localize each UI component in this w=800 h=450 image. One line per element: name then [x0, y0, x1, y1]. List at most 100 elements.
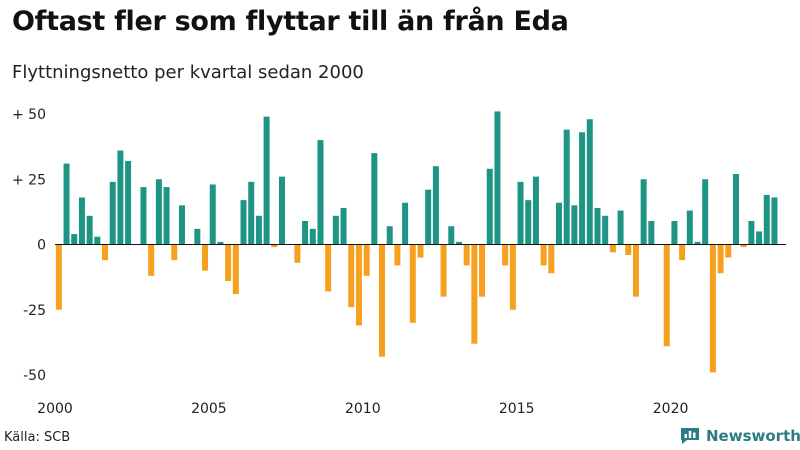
- bar-2012K2: [432, 166, 439, 245]
- bar-2011K2: [402, 202, 409, 245]
- source-note: Källa: SCB: [4, 430, 71, 445]
- y-tick-label: -50: [23, 368, 46, 384]
- bar-2003K4: [171, 244, 178, 261]
- bar-2003K1: [148, 244, 155, 276]
- bar-2003K2: [155, 179, 162, 245]
- bar-2016K2: [556, 202, 562, 245]
- x-axis: 2000 2005 2010 2015 2020: [37, 401, 688, 417]
- bar-2005K4: [232, 244, 239, 295]
- bar-2005K1: [209, 184, 216, 245]
- chart-subtitle: Flyttningsnetto per kvartal sedan 2000: [12, 62, 364, 83]
- bar-2017K2: [586, 119, 593, 245]
- bar-2009K1: [332, 215, 339, 245]
- x-tick-label: 2005: [191, 401, 227, 417]
- bar-2021K1: [702, 179, 709, 245]
- bar-2018K1: [609, 244, 616, 253]
- bar-2002K1: [117, 150, 124, 245]
- bar-2007K4: [294, 244, 301, 263]
- x-tick-label: 2015: [499, 401, 535, 417]
- bar-2015K4: [540, 244, 547, 266]
- bar-2020K4: [694, 241, 701, 245]
- bar-2021K2: [709, 244, 716, 373]
- bar-2000K1: [55, 244, 62, 310]
- bar-2011K3: [409, 244, 416, 323]
- bar-2016K3: [563, 129, 570, 245]
- bar-2009K2: [340, 207, 347, 245]
- bar-2022K1: [732, 174, 739, 245]
- bar-2014K4: [509, 244, 516, 310]
- bar-2008K4: [325, 244, 332, 292]
- chart-title: Oftast fler som flyttar till än från Eda: [12, 6, 569, 37]
- bar-2008K1: [302, 221, 309, 245]
- x-tick-label: 2000: [37, 401, 73, 417]
- bar-2006K2: [248, 181, 255, 245]
- y-tick-label: + 50: [12, 107, 46, 123]
- bar-2022K2: [740, 244, 747, 248]
- bar-2001K4: [109, 181, 116, 245]
- y-tick-label: -25: [23, 303, 46, 319]
- bar-2004K1: [178, 205, 185, 245]
- bar-2016K1: [548, 244, 555, 274]
- bar-2006K3: [255, 215, 262, 245]
- bar-2017K3: [594, 207, 601, 245]
- bar-2013K3: [471, 244, 478, 344]
- bar-2015K1: [517, 181, 524, 245]
- bar-2012K1: [425, 189, 432, 245]
- bar-2014K1: [486, 168, 493, 245]
- bar-2012K3: [440, 244, 447, 297]
- bar-2017K1: [579, 132, 586, 245]
- bar-2021K4: [725, 244, 732, 258]
- bar-2019K2: [648, 221, 655, 245]
- bar-2020K1: [671, 221, 678, 245]
- bar-2009K3: [348, 244, 355, 308]
- bar-2000K4: [78, 197, 85, 245]
- y-axis: + 50 + 25 0 -25 -50: [12, 107, 46, 384]
- bar-2022K4: [756, 231, 763, 245]
- bar-2001K3: [102, 244, 109, 261]
- bar-2018K3: [625, 244, 632, 255]
- y-tick-label: 0: [37, 238, 46, 254]
- bar-2019K1: [640, 179, 647, 245]
- bar-2000K2: [63, 163, 70, 245]
- bar-2006K1: [240, 200, 247, 245]
- x-tick-label: 2020: [653, 401, 689, 417]
- x-tick-label: 2010: [345, 401, 381, 417]
- bar-2014K2: [494, 111, 501, 245]
- bar-2007K1: [271, 244, 278, 248]
- y-tick-label: + 25: [12, 172, 46, 188]
- bar-2010K4: [386, 226, 393, 245]
- bar-2005K3: [225, 244, 232, 282]
- bar-2008K2: [309, 228, 316, 245]
- bar-2018K2: [617, 210, 624, 245]
- bar-2003K3: [163, 187, 170, 245]
- bar-2013K2: [463, 244, 470, 266]
- bar-2013K1: [455, 241, 462, 245]
- bar-2023K1: [763, 194, 770, 245]
- bar-2012K4: [448, 226, 455, 245]
- bar-2014K3: [502, 244, 509, 266]
- bar-2023K2: [771, 197, 778, 245]
- bar-2013K4: [479, 244, 486, 297]
- bar-2019K4: [663, 244, 670, 347]
- brand-name: Newsworthy: [706, 427, 800, 445]
- bar-2020K3: [686, 210, 693, 245]
- bar-2018K4: [632, 244, 639, 297]
- bar-2007K2: [278, 176, 285, 245]
- bar-2000K3: [71, 234, 78, 245]
- bar-2021K3: [717, 244, 724, 274]
- bar-2001K2: [94, 236, 101, 245]
- bar-2011K4: [417, 244, 424, 258]
- bar-2020K2: [679, 244, 686, 261]
- bar-2006K4: [263, 116, 270, 245]
- bar-2010K3: [379, 244, 386, 357]
- bar-2001K1: [86, 215, 93, 245]
- bar-2004K4: [202, 244, 209, 271]
- bar-2008K3: [317, 140, 324, 245]
- bar-2010K2: [371, 153, 378, 245]
- bar-2009K4: [355, 244, 362, 326]
- bar-2011K1: [394, 244, 401, 266]
- brand-logo: Newsworthy: [680, 427, 800, 445]
- bar-2010K1: [363, 244, 370, 276]
- bar-2004K3: [194, 228, 201, 245]
